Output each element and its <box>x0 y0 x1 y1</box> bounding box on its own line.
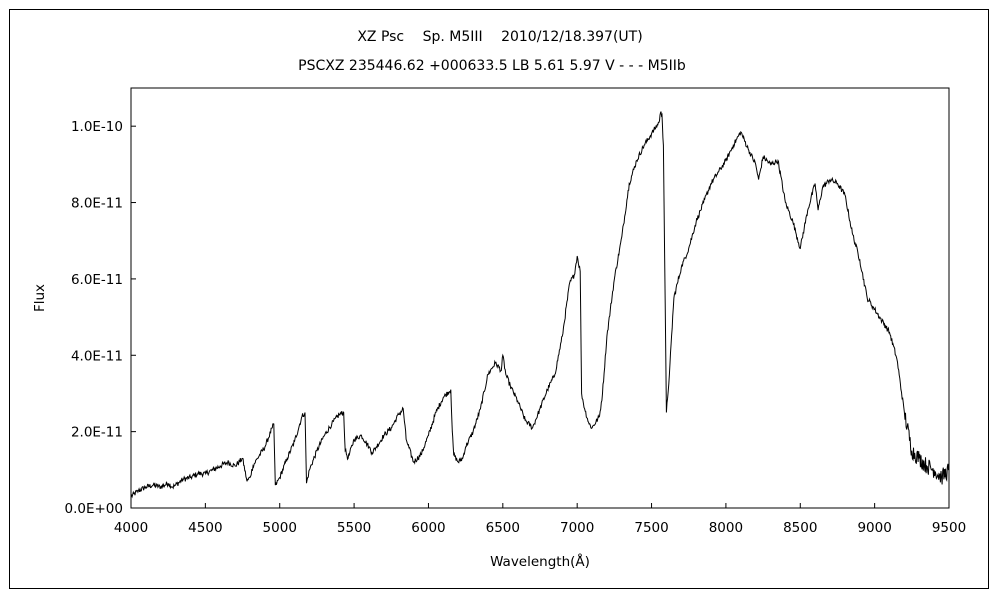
x-axis-ticks: 4000 4500 5000 5500 6000 6500 7000 7500 8000 8500… <box>114 503 966 536</box>
y-tick-label: 2.0E-11 <box>71 425 123 441</box>
y-tick-label: 6.0E-11 <box>71 272 123 288</box>
y-tick-label: 8.0E-11 <box>71 196 123 212</box>
x-tick-label: 8500 <box>783 520 817 536</box>
x-tick-label: 5500 <box>337 520 371 536</box>
x-tick-label: 4000 <box>114 520 148 536</box>
y-tick-label: 0.0E+00 <box>65 501 124 517</box>
chart-frame <box>9 9 989 589</box>
x-tick-label: 9000 <box>857 520 891 536</box>
x-tick-label: 8000 <box>709 520 743 536</box>
x-tick-label: 4500 <box>188 520 222 536</box>
y-axis-ticks: 0.0E+00 2.0E-11 4.0E-11 6.0E-11 8.0E-11 1.0E-… <box>65 119 136 517</box>
x-tick-label: 6000 <box>411 520 445 536</box>
flux-series-line <box>130 111 950 499</box>
x-tick-label: 7000 <box>560 520 594 536</box>
chart-subtitle: PSCXZ 235446.62 +000633.5 LB 5.61 5.97 V… <box>298 58 686 74</box>
x-tick-label: 7500 <box>634 520 668 536</box>
y-tick-label: 1.0E-10 <box>71 119 123 135</box>
x-axis-label: Wavelength(Å) <box>490 553 590 570</box>
y-axis-label: Flux <box>32 284 48 312</box>
x-tick-label: 6500 <box>486 520 520 536</box>
chart-title: XZ Psc Sp. M5III 2010/12/18.397(UT) <box>357 29 642 45</box>
x-tick-label: 9500 <box>932 520 966 536</box>
plot-area <box>130 87 950 509</box>
x-tick-label: 5000 <box>263 520 297 536</box>
y-tick-label: 4.0E-11 <box>71 348 123 364</box>
